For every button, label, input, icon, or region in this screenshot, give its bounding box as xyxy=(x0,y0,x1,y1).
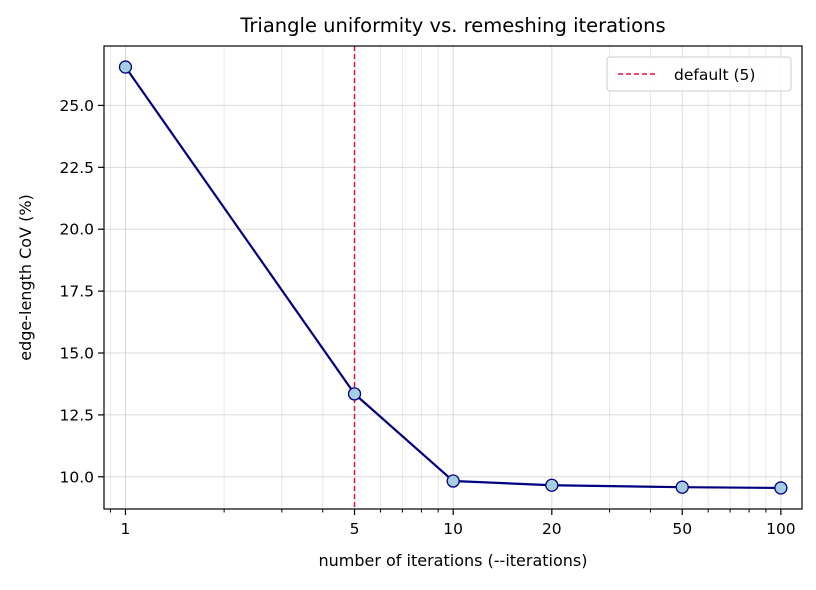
y-tick-label: 10.0 xyxy=(59,468,94,486)
y-tick-label: 25.0 xyxy=(59,97,94,115)
data-point xyxy=(675,480,689,494)
y-tick-label: 22.5 xyxy=(59,159,94,177)
x-tick-label: 100 xyxy=(766,520,796,538)
x-tick-label: 1 xyxy=(121,520,131,538)
y-tick-label: 15.0 xyxy=(59,345,94,363)
legend-label-default: default (5) xyxy=(674,66,755,84)
legend-box xyxy=(606,56,792,92)
series-line xyxy=(124,66,781,490)
y-axis-ticks: 10.0 12.5 15.0 17.5 20.0 22.5 25.0 xyxy=(59,97,104,486)
x-tick-label: 10 xyxy=(443,520,463,538)
data-point xyxy=(347,387,362,401)
data-point xyxy=(446,474,460,488)
series-layer xyxy=(118,60,788,495)
x-axis-ticks: 1 5 10 20 50 100 xyxy=(109,509,796,538)
chart-title: Triangle uniformity vs. remeshing iterat… xyxy=(239,14,665,37)
y-tick-label: 17.5 xyxy=(59,283,94,301)
data-point xyxy=(545,478,559,492)
x-tick-label: 20 xyxy=(542,520,562,538)
legend: default (5) xyxy=(606,56,792,92)
data-point xyxy=(118,60,133,74)
x-axis-label: number of iterations (--iterations) xyxy=(318,551,587,570)
grid-lines xyxy=(104,46,802,509)
data-point xyxy=(774,481,788,495)
y-tick-label: 12.5 xyxy=(59,406,94,424)
x-tick-label: 50 xyxy=(672,520,692,538)
y-axis-label: edge-length CoV (%) xyxy=(16,194,35,361)
x-tick-label: 5 xyxy=(350,520,360,538)
y-tick-label: 20.0 xyxy=(59,221,94,239)
plot-frame xyxy=(103,45,803,510)
